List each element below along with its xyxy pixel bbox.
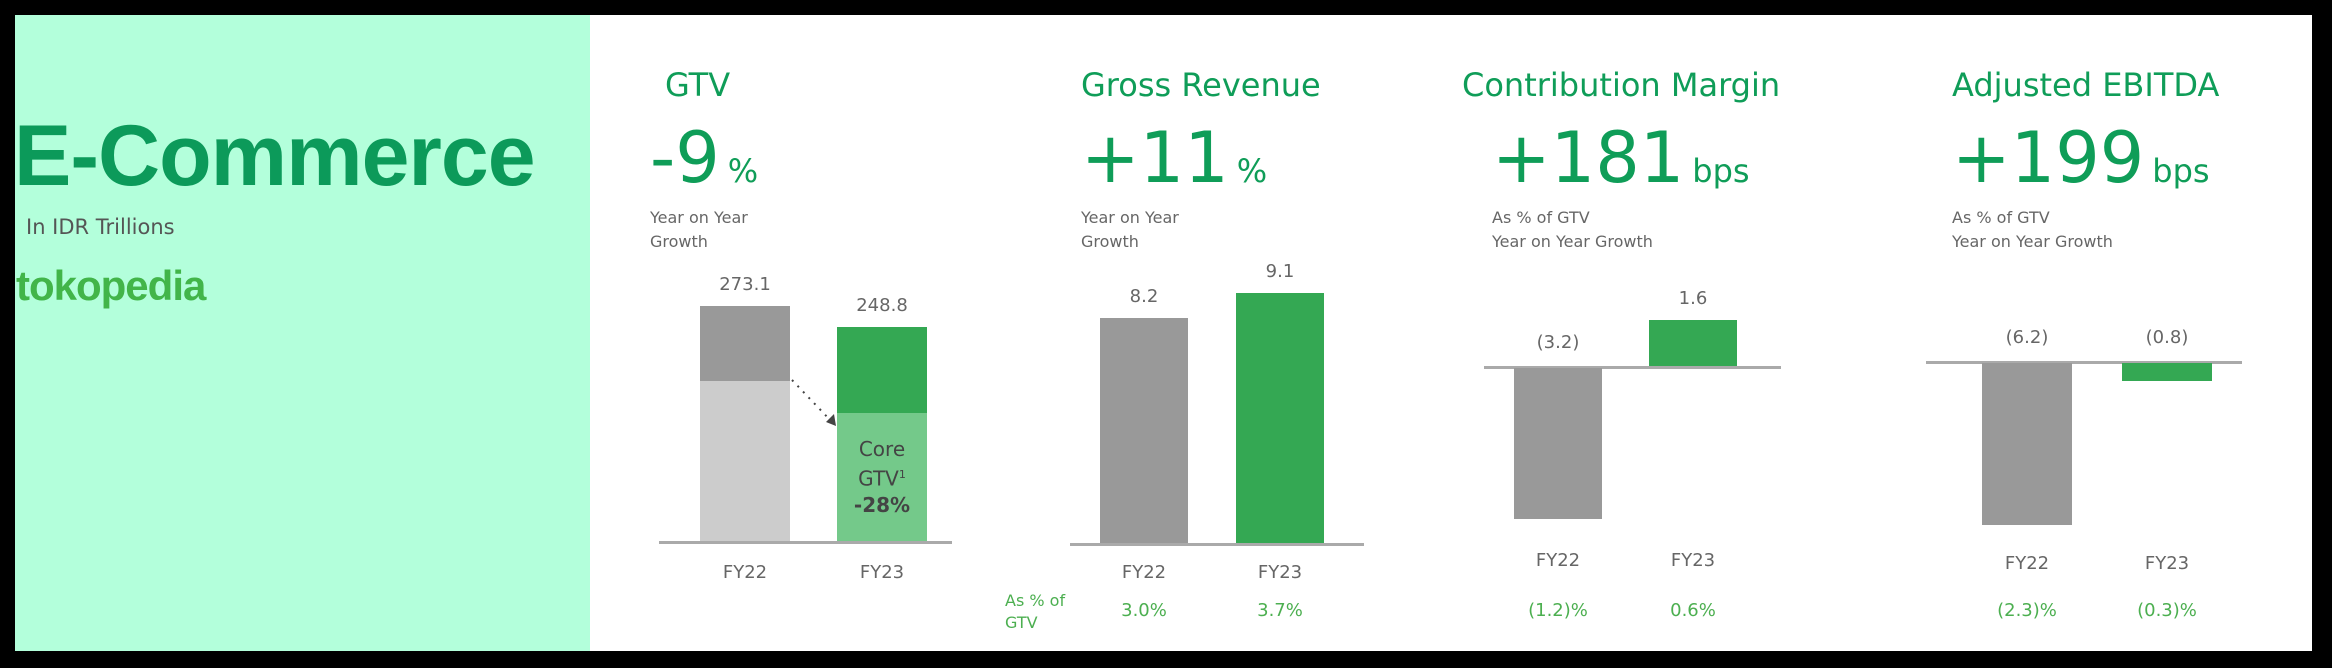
pct-of-gtv-value: (2.3)% — [1997, 600, 2057, 621]
core-gtv-label: Core GTV1 -28% — [837, 436, 927, 518]
headline-value: +11 — [1081, 117, 1229, 199]
bar-value-label: 8.2 — [1129, 285, 1159, 307]
description-line: Year on Year Growth — [1492, 232, 1653, 251]
headline-growth: +199 bps — [1952, 118, 2210, 198]
pct-of-gtv-value: 3.7% — [1257, 600, 1303, 621]
bar-value-label: 9.1 — [1265, 261, 1295, 282]
pct-row-label: As % of GTV — [1005, 590, 1065, 634]
chart-axis — [1484, 366, 1781, 369]
description-line: Year on Year Growth — [1952, 232, 2113, 251]
description-line: Year on Year — [650, 208, 748, 227]
headline-growth: -9% — [650, 118, 758, 198]
bar-fy23-core — [837, 412, 927, 541]
category-label: FY23 — [2144, 553, 2190, 574]
headline-value: -9 — [650, 117, 720, 199]
pct-of-gtv-value: 0.6% — [1670, 600, 1716, 621]
bar-value-label: 273.1 — [719, 274, 771, 295]
bar-fy22 — [1982, 363, 2072, 525]
pct-of-gtv-value: 3.0% — [1121, 600, 1167, 621]
description-line: As % of GTV — [1492, 208, 1590, 227]
core-label: Core — [858, 437, 906, 461]
category-label: FY23 — [859, 562, 905, 583]
category-label: FY22 — [722, 562, 768, 583]
chart-axis — [1070, 543, 1364, 546]
bar-fy23 — [2122, 363, 2212, 381]
description-line: Year on Year — [1081, 208, 1179, 227]
headline-value: +199 — [1952, 117, 2145, 199]
bar-value-label: (3.2) — [1536, 332, 1580, 353]
description-line: Growth — [1081, 232, 1139, 251]
section-panel — [15, 15, 590, 651]
headline-description: As % of GTV Year on Year Growth — [1952, 206, 2113, 254]
bar-fy22-core — [700, 381, 790, 541]
core-gtv-text: GTV — [858, 466, 899, 491]
headline-value: +181 — [1492, 117, 1685, 199]
category-label: FY22 — [1535, 550, 1581, 571]
headline-description: Year on Year Growth — [650, 206, 748, 254]
category-label: FY23 — [1257, 562, 1303, 583]
headline-growth: +181 bps — [1492, 118, 1750, 198]
section-subtitle: In IDR Trillions — [26, 215, 175, 239]
tokopedia-logo: tokopedia — [16, 262, 206, 309]
headline-description: Year on Year Growth — [1081, 206, 1179, 254]
footnote-marker: 1 — [898, 468, 906, 481]
category-label: FY22 — [2004, 553, 2050, 574]
headline-unit: % — [727, 152, 759, 190]
bar-value-label: 1.6 — [1678, 288, 1708, 309]
headline-unit: bps — [1692, 152, 1750, 190]
pct-row-label-line: GTV — [1005, 613, 1038, 632]
bar-value-label: 248.8 — [856, 294, 908, 316]
bar-fy23-other — [837, 326, 927, 413]
category-label: FY23 — [1670, 550, 1716, 571]
chart-axis — [659, 541, 952, 544]
description-line: As % of GTV — [1952, 208, 2050, 227]
dotted-arrow-icon — [791, 379, 836, 426]
pct-of-gtv-value: (0.3)% — [2137, 600, 2197, 621]
headline-description: As % of GTV Year on Year Growth — [1492, 206, 1653, 254]
headline-growth: +11% — [1081, 118, 1267, 198]
bar-fy23 — [1236, 293, 1324, 543]
bar-fy22 — [1514, 368, 1602, 519]
bar-fy22-other — [700, 306, 790, 382]
core-gtv-change: -28% — [853, 492, 911, 517]
panel-title: GTV — [665, 66, 731, 104]
bar-value-label: (0.8) — [2145, 327, 2189, 348]
panel-title: Contribution Margin — [1462, 66, 1781, 104]
pct-row-label-line: As % of — [1005, 591, 1066, 610]
panel-title: Gross Revenue — [1081, 66, 1321, 104]
headline-unit: bps — [2152, 152, 2210, 190]
panel-title: Adjusted EBITDA — [1952, 66, 2220, 104]
headline-unit: % — [1236, 152, 1268, 190]
bar-fy22 — [1100, 317, 1188, 543]
pct-of-gtv-value: (1.2)% — [1528, 600, 1588, 621]
category-label: FY22 — [1121, 562, 1167, 583]
section-title: E-Commerce — [14, 108, 536, 204]
bar-fy23 — [1649, 320, 1737, 366]
description-line: Growth — [650, 232, 708, 251]
chart-axis — [1926, 361, 2242, 364]
bar-value-label: (6.2) — [2005, 327, 2049, 348]
